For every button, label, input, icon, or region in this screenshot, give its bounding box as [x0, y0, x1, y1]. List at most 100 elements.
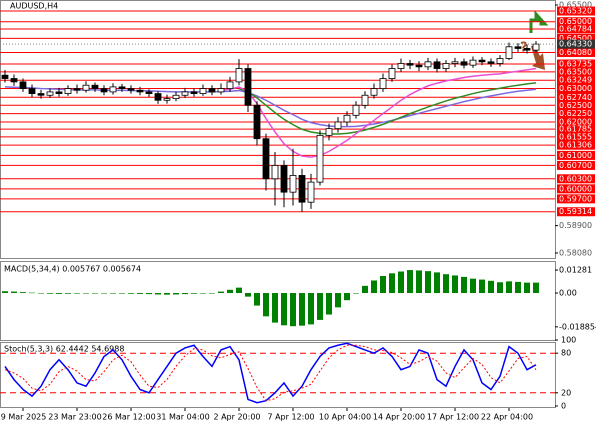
candle-body — [235, 68, 243, 83]
level-label: 0.61306 — [559, 141, 592, 150]
macd-bar — [110, 293, 116, 294]
macd-bar — [299, 293, 305, 326]
y-tick-label: 0.58900 — [559, 221, 592, 230]
macd-bar — [407, 270, 413, 294]
level-label: 0.63735 — [559, 59, 592, 68]
y-tick-label: 20 — [561, 388, 571, 397]
macd-bar — [506, 281, 512, 294]
candle-body — [379, 78, 387, 89]
macd-bar — [488, 280, 494, 294]
x-tick-label: 26 Mar 12:00 — [102, 413, 155, 422]
candle-body — [145, 91, 153, 94]
candle-body — [172, 94, 180, 99]
level-label-box — [557, 47, 595, 57]
x-tick-label: 31 Mar 04:00 — [156, 413, 209, 422]
candle-body — [253, 104, 261, 140]
candle-body — [109, 86, 117, 93]
macd-bar — [56, 293, 62, 294]
macd-bar — [245, 293, 251, 297]
level-label-box — [557, 67, 595, 77]
level-label: 0.60300 — [559, 174, 592, 183]
last-price-box — [557, 39, 595, 49]
stoch-line — [4, 344, 537, 402]
macd-bar — [47, 293, 53, 294]
level-label: 0.63000 — [559, 84, 592, 93]
candle-body — [298, 175, 306, 203]
level-label-box — [557, 150, 595, 160]
macd-bar — [425, 271, 431, 294]
x-tick-label: 14 Apr 20:00 — [373, 413, 425, 422]
level-label-box — [557, 207, 595, 217]
macd-bar — [254, 293, 260, 306]
macd-bar — [182, 293, 188, 295]
candle-body — [415, 64, 423, 68]
candle-body — [262, 138, 270, 180]
candle-body — [397, 63, 405, 69]
macd-bar — [137, 293, 143, 294]
x-tick-label: 2 Apr 20:00 — [213, 413, 260, 422]
candle-body — [361, 94, 369, 106]
macd-bar — [353, 293, 359, 294]
macd-bar — [326, 293, 332, 315]
up-arrow — [529, 10, 549, 33]
level-label: 0.64784 — [559, 24, 592, 33]
candle-body — [352, 104, 360, 116]
level-label-box — [557, 33, 595, 43]
macd-bar — [362, 285, 368, 294]
macd-bar — [128, 293, 134, 294]
level-label: 0.64500 — [559, 34, 592, 43]
y-tick-label: 0.01281 — [559, 266, 592, 275]
candle-body — [190, 91, 198, 94]
macd-bar — [29, 292, 35, 294]
candle-body — [370, 88, 378, 96]
candle-body — [136, 89, 144, 93]
macd-bar — [227, 289, 233, 294]
level-label-box — [557, 109, 595, 119]
macd-bar — [308, 293, 314, 325]
macd-bar — [146, 293, 152, 295]
level-label-box — [557, 59, 595, 69]
question-mark: ? — [520, 41, 528, 56]
macd-bar — [416, 270, 422, 294]
macd-bar — [119, 293, 125, 294]
candle-body — [280, 165, 288, 193]
level-label: 0.65320 — [559, 7, 592, 16]
level-label: 0.63500 — [559, 67, 592, 76]
macd-bar — [38, 293, 44, 294]
macd-bar — [398, 271, 404, 294]
candle-body — [181, 91, 189, 96]
macd-bar — [20, 292, 26, 294]
x-tick-label: 10 Apr 04:00 — [319, 413, 371, 422]
stoch-line — [4, 342, 537, 404]
level-label-box — [557, 140, 595, 150]
macd-bar — [371, 280, 377, 294]
level-label-box — [557, 24, 595, 34]
macd-bar — [83, 293, 89, 294]
candle-body — [325, 128, 333, 136]
candle-body — [505, 46, 513, 59]
candle-body — [532, 43, 540, 51]
candle-body — [46, 91, 54, 96]
last-price-label: 0.64330 — [559, 40, 592, 49]
candle-body — [226, 81, 234, 89]
candle-body — [406, 63, 414, 66]
candle-body — [469, 59, 477, 66]
macd-bar — [380, 275, 386, 294]
candle-body — [487, 61, 495, 64]
candle-body — [496, 58, 504, 64]
candle-body — [10, 78, 18, 83]
x-tick-label: 19 Mar 2025 — [0, 413, 46, 422]
candle-body — [100, 88, 108, 93]
level-label: 0.63249 — [559, 76, 592, 85]
candle-body — [163, 98, 171, 101]
level-label-box — [557, 100, 595, 110]
candle-body — [208, 88, 216, 93]
candle-body — [451, 61, 459, 64]
x-tick-label: 22 Apr 04:00 — [481, 413, 533, 422]
y-tick-label: 80 — [561, 349, 571, 358]
y-tick-label: 100 — [561, 336, 576, 345]
candle-body — [289, 175, 297, 193]
candle-body — [433, 61, 441, 69]
macd-bar — [155, 293, 161, 295]
level-label: 0.62000 — [559, 117, 592, 126]
